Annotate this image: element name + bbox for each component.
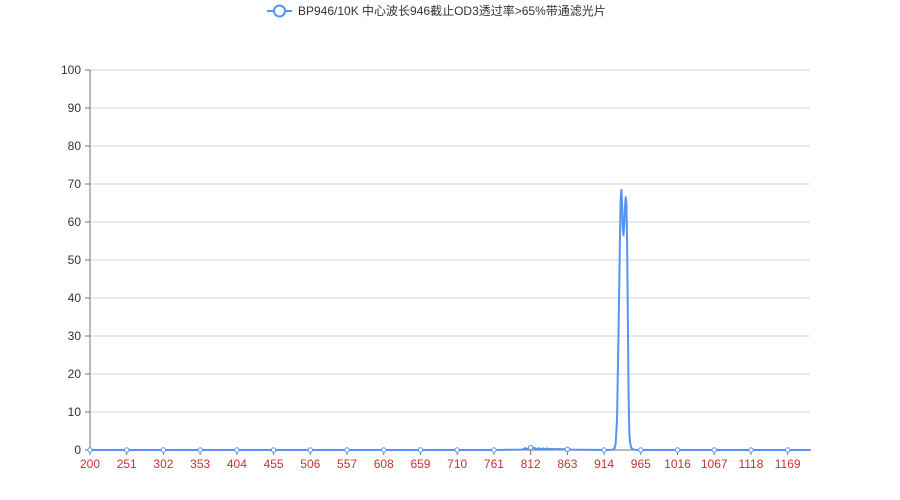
x-tick-label: 506: [300, 457, 320, 471]
x-tick-label: 251: [117, 457, 137, 471]
series-point[interactable]: [124, 447, 130, 453]
x-tick-label: 710: [447, 457, 467, 471]
x-tick-label: 200: [80, 457, 100, 471]
x-tick-label: 812: [521, 457, 541, 471]
x-tick-label: 608: [374, 457, 394, 471]
x-tick-label: 1169: [775, 457, 801, 471]
series-point[interactable]: [601, 447, 607, 453]
y-tick-label: 100: [61, 63, 81, 77]
x-axis-ticks: 200 251 302 353 404 455 506 557 608 659 710 761 812 8…: [80, 450, 801, 471]
series-point[interactable]: [564, 446, 571, 453]
x-tick-label: 1016: [664, 457, 691, 471]
x-tick-label: 404: [227, 457, 247, 471]
x-tick-label: 761: [484, 457, 504, 471]
legend-label: BP946/10K 中心波长946截止OD3透过率>65%带通滤光片: [298, 3, 606, 18]
series-point[interactable]: [381, 447, 387, 453]
series-point[interactable]: [711, 447, 717, 453]
y-tick-label: 30: [68, 329, 82, 343]
series-point[interactable]: [160, 447, 167, 453]
series-point[interactable]: [491, 447, 497, 453]
series-point[interactable]: [344, 447, 350, 453]
y-axis-ticks: 0 10 20 30 40 50 60 70 80 90 100: [61, 63, 90, 457]
x-tick-label: 455: [264, 457, 284, 471]
y-tick-label: 20: [68, 367, 82, 381]
legend-circle-icon: [273, 4, 286, 18]
x-tick-label: 353: [190, 457, 210, 471]
y-tick-label: 10: [68, 405, 82, 419]
x-tick-label: 557: [337, 457, 357, 471]
y-tick-label: 50: [68, 253, 82, 267]
series-point[interactable]: [748, 447, 754, 453]
series-point[interactable]: [270, 447, 277, 453]
series-point[interactable]: [527, 444, 534, 451]
y-tick-label: 0: [74, 443, 81, 457]
y-tick-label: 60: [68, 215, 82, 229]
y-tick-label: 80: [68, 139, 82, 153]
series-line-0[interactable]: [89, 188, 811, 451]
y-tick-label: 90: [68, 101, 82, 115]
x-tick-label: 1118: [738, 457, 763, 471]
series-point[interactable]: [234, 447, 240, 453]
x-tick-label: 914: [594, 457, 614, 471]
x-tick-label: 1067: [701, 457, 728, 471]
series-point[interactable]: [417, 447, 424, 453]
series-point[interactable]: [638, 447, 644, 453]
series-point[interactable]: [454, 447, 460, 453]
x-tick-label: 302: [153, 457, 173, 471]
x-tick-label: 965: [631, 457, 651, 471]
series-point[interactable]: [197, 447, 203, 453]
series-point[interactable]: [87, 447, 93, 453]
series-layer: [87, 188, 811, 453]
grid-lines: [90, 69, 810, 413]
y-tick-label: 40: [68, 291, 82, 305]
x-tick-label: 659: [410, 457, 430, 471]
legend[interactable]: BP946/10K 中心波长946截止OD3透过率>65%带通滤光片: [267, 3, 606, 18]
series-point[interactable]: [784, 447, 791, 453]
series-point[interactable]: [674, 447, 681, 453]
x-tick-label: 863: [557, 457, 577, 471]
series-point[interactable]: [307, 447, 314, 453]
y-tick-label: 70: [68, 177, 82, 191]
